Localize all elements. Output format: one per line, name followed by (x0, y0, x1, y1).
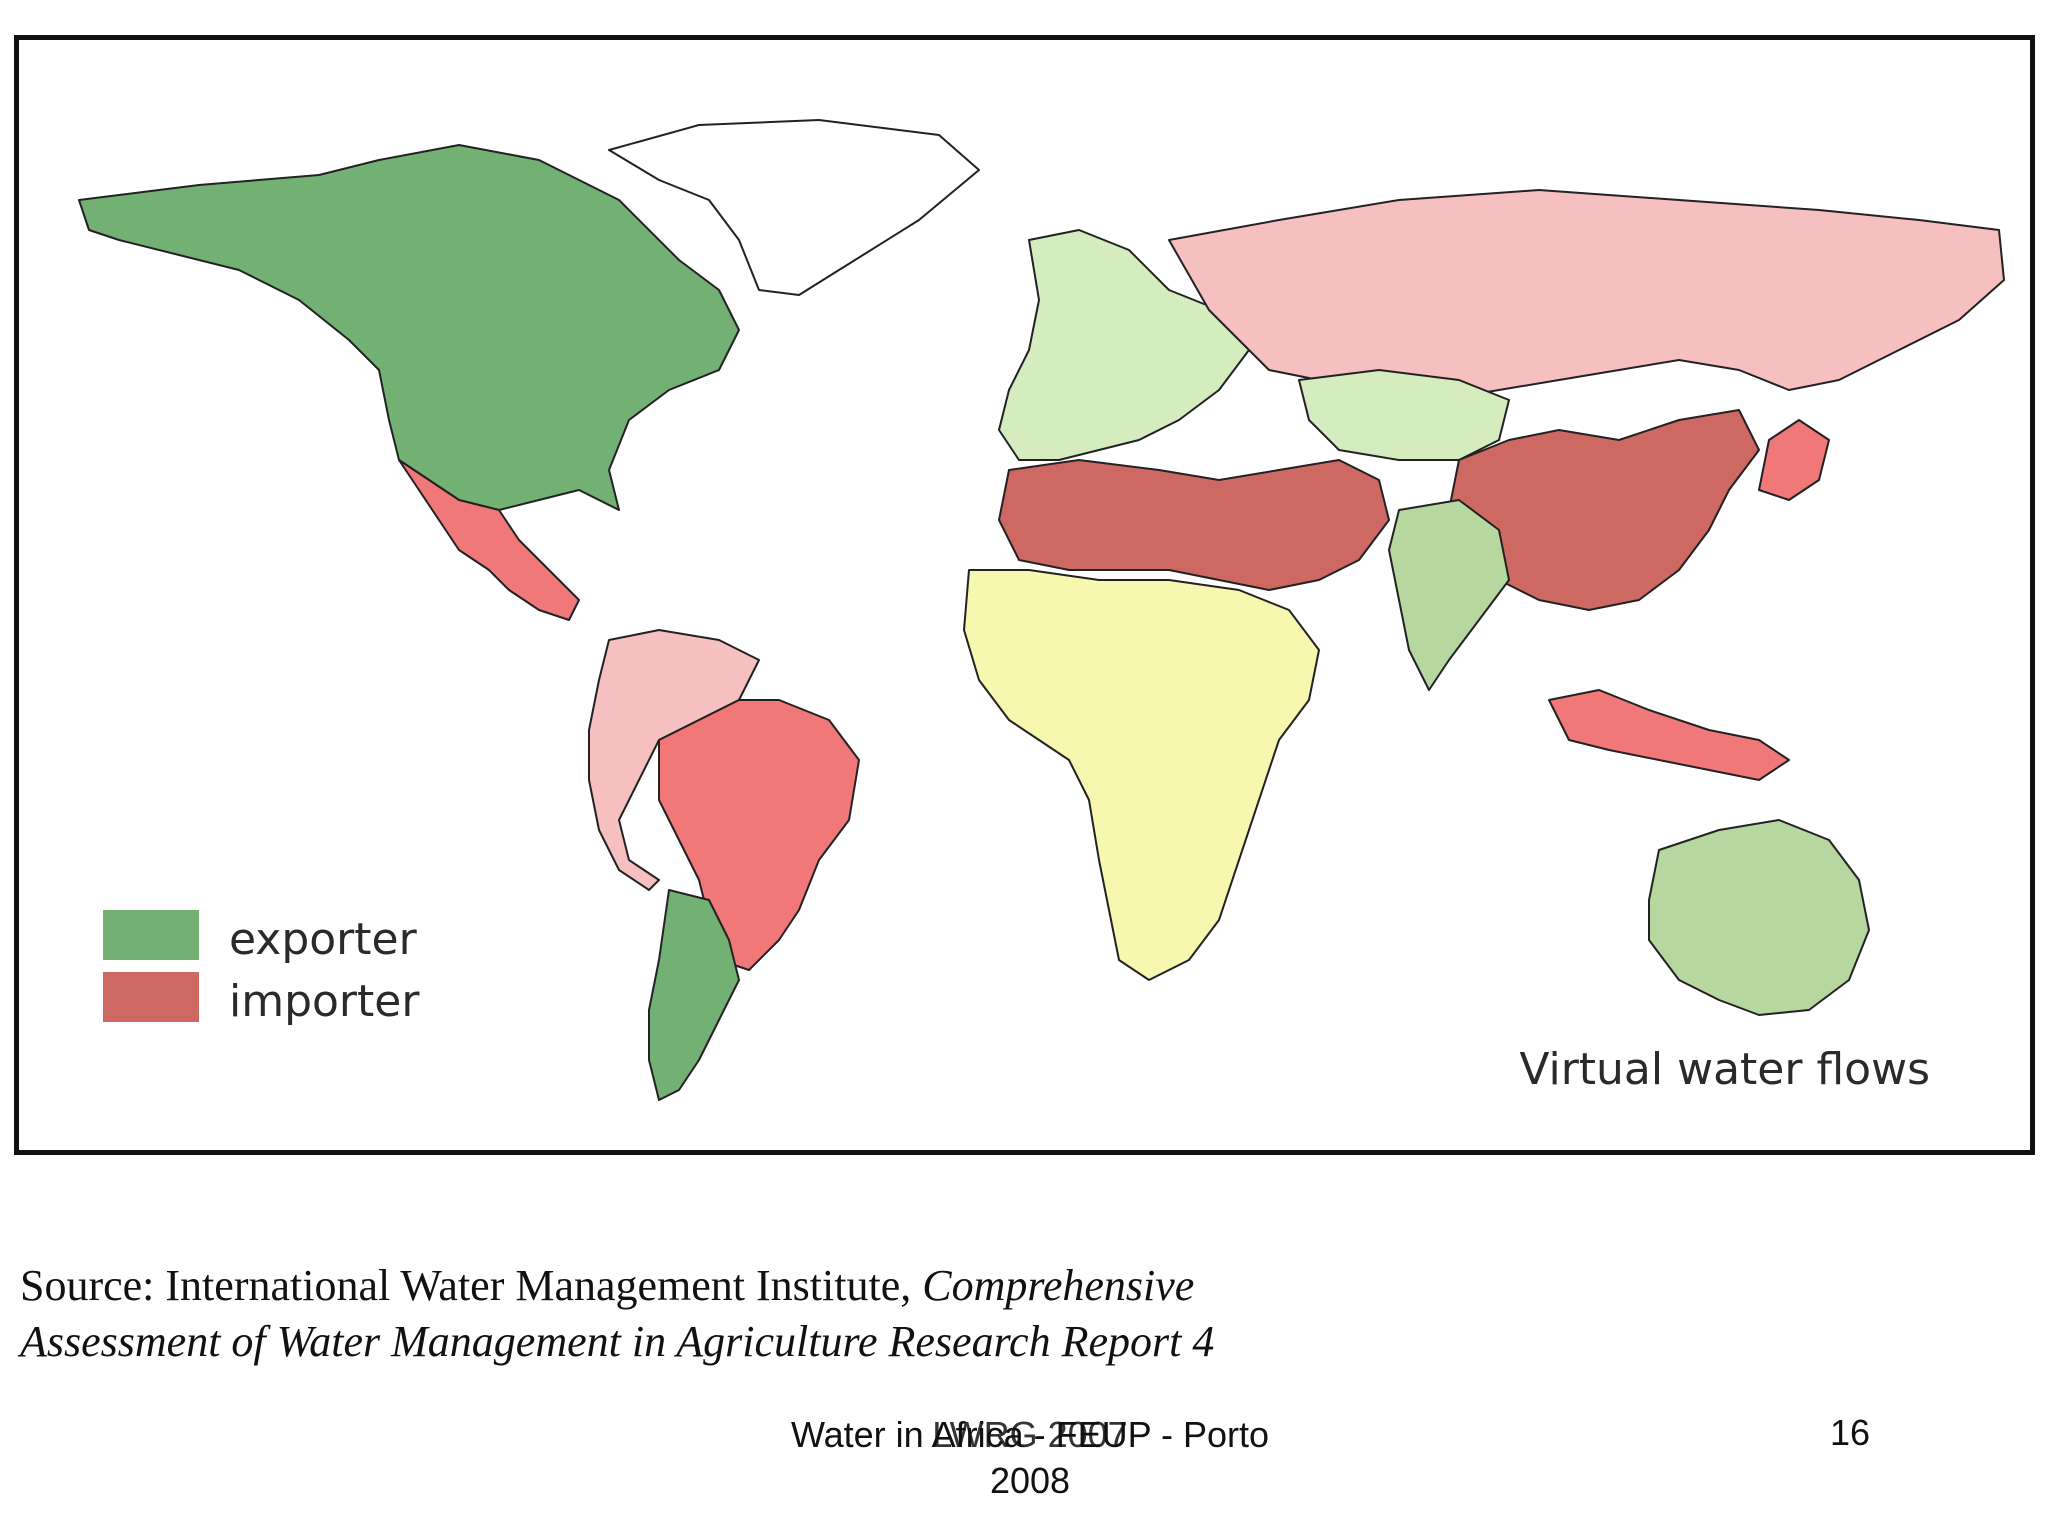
argentina-shape (648, 889, 740, 1101)
source-title-line1: Comprehensive (922, 1261, 1195, 1310)
japan-shape (1758, 419, 1830, 501)
map-frame: exporter importer Virtual water flows (14, 35, 2035, 1155)
legend-swatch-exporter (103, 910, 199, 960)
europe-shape (998, 229, 1250, 461)
footer-line2: 2008 (989, 1460, 1071, 1501)
australia-shape (1648, 819, 1870, 1016)
footer-line1: Water in Africa - FEUP - Porto (790, 1414, 1270, 1455)
map-title: Virtual water flows (1519, 1044, 1930, 1095)
source-citation: Source: International Water Management I… (20, 1258, 1520, 1370)
footer-text: Water in Africa - FEUP - Porto 2008 (640, 1412, 1420, 1504)
north-america-shape (78, 144, 740, 511)
page-number: 16 (1830, 1412, 1871, 1453)
source-title-line2: Assessment of Water Management in Agricu… (20, 1317, 1215, 1366)
south-america-north-shape (588, 629, 760, 891)
greenland-shape (608, 119, 980, 296)
central-asia-shape (1298, 369, 1510, 461)
sub-saharan-africa-shape (963, 569, 1320, 981)
india-shape (1388, 499, 1510, 691)
legend-label-importer: importer (229, 976, 420, 1027)
mexico-shape (398, 459, 580, 621)
north-africa-middle-east-shape (998, 459, 1390, 591)
source-prefix: Source: International Water Management I… (20, 1261, 923, 1310)
indonesia-shape (1548, 689, 1790, 781)
russia-shape (1168, 189, 2005, 401)
footer-overlay-text: LWRG 2007 (640, 1412, 1420, 1458)
legend-swatch-importer (103, 972, 199, 1022)
world-map (78, 119, 2005, 1101)
legend-label-exporter: exporter (229, 914, 417, 965)
footer-overlay-line: LWRG 2007 (932, 1414, 1128, 1455)
